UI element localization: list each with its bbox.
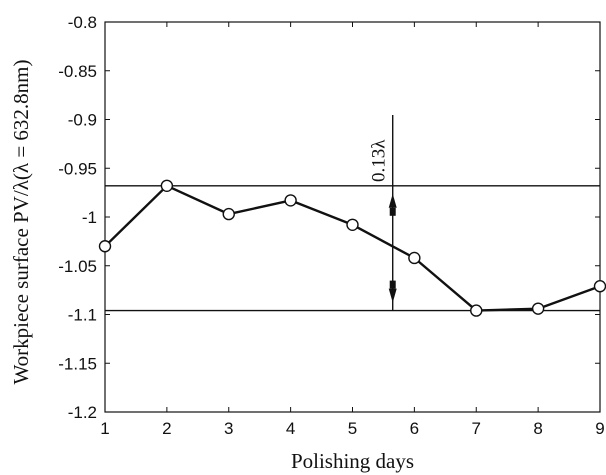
data-point	[222, 207, 235, 221]
x-axis-title: Polishing days	[291, 449, 414, 473]
y-tick-label: -0.8	[68, 13, 97, 32]
data-point	[284, 194, 297, 207]
data-point	[98, 240, 112, 253]
x-tick-label: 4	[286, 419, 295, 438]
data-point	[470, 304, 483, 317]
x-tick-label: 5	[348, 419, 357, 438]
x-tick-label: 2	[162, 419, 171, 438]
series-line	[104, 184, 601, 312]
x-tick-label: 6	[410, 419, 419, 438]
data-point	[346, 218, 359, 232]
x-tick-label: 3	[224, 419, 233, 438]
annotation-arrow-shaft-top	[389, 207, 396, 216]
x-tick-label: 8	[533, 419, 542, 438]
y-axis-title: Workpiece surface PV/λ(λ = 632.8nm)	[9, 59, 33, 384]
annotation-arrowhead-up	[388, 193, 397, 208]
x-tick-label: 9	[595, 419, 604, 438]
y-tick-label: -1.15	[58, 354, 97, 373]
plot-area: -0.8 -0.85 -0.9 -0.95 -1 -1.05 -1.1 -1.15 -1.21 2…	[58, 13, 606, 438]
data-point	[408, 251, 421, 265]
data-point	[160, 179, 174, 193]
x-tick-label: 7	[472, 419, 481, 438]
annotation-label: 0.13λ	[369, 139, 390, 182]
x-tick-label: 1	[100, 419, 109, 438]
annotation-arrowhead-down	[388, 288, 397, 303]
y-tick-label: -1.1	[68, 306, 97, 325]
y-tick-label: -0.85	[58, 62, 97, 81]
y-tick-label: -1.2	[68, 403, 97, 422]
y-tick-label: -1	[82, 208, 97, 227]
data-point	[593, 280, 606, 293]
y-tick-label: -1.05	[58, 257, 97, 276]
axes-frame	[104, 21, 601, 413]
annotation-arrow-shaft-bottom	[389, 280, 396, 289]
data-point	[531, 302, 545, 315]
y-tick-label: -0.95	[58, 159, 97, 178]
y-tick-label: -0.9	[68, 111, 97, 130]
